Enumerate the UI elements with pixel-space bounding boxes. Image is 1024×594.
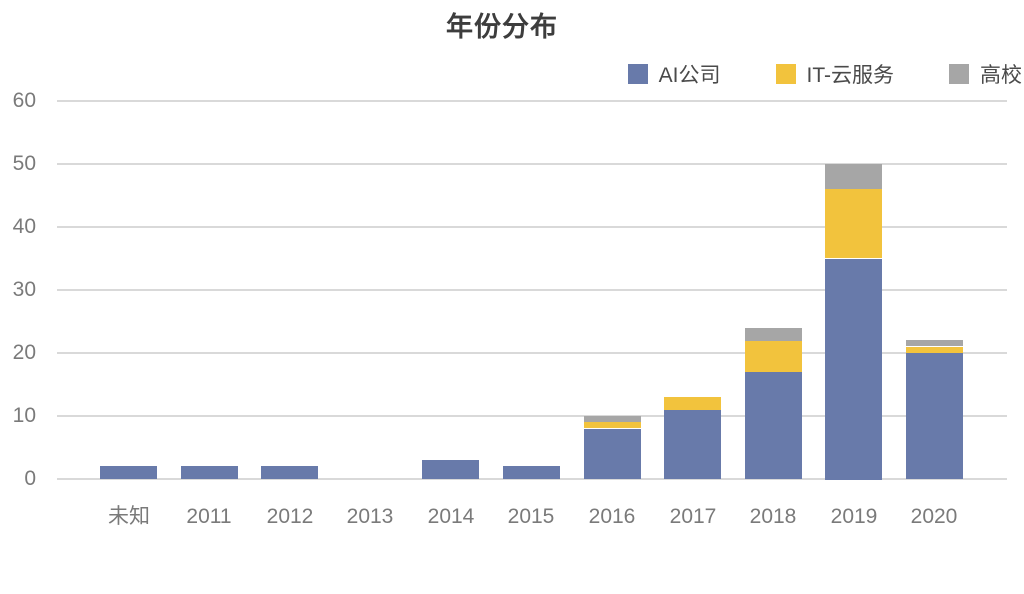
y-axis-tick-label: 0 <box>24 467 36 490</box>
x-axis-label: 2014 <box>427 505 475 528</box>
bar-segment-AI公司-2018 <box>745 372 802 479</box>
legend-label: IT-云服务 <box>806 64 895 87</box>
y-axis-tick-label: 20 <box>12 341 36 364</box>
x-axis-label: 2011 <box>186 505 232 528</box>
legend-swatch-university <box>949 64 969 84</box>
y-axis-tick-label: 40 <box>12 215 36 238</box>
bar-segment-IT-云服务-2020 <box>906 347 963 353</box>
legend-label: 高校 <box>980 64 1022 87</box>
bar-segment-高校-2016 <box>584 416 641 422</box>
x-axis-label: 2013 <box>346 505 394 528</box>
gridline <box>57 415 1007 417</box>
x-axis-label: 2018 <box>749 505 797 528</box>
gridline <box>57 352 1007 354</box>
legend-swatch-ai-company <box>627 64 648 84</box>
x-axis-label: 未知 <box>108 505 150 528</box>
legend-item-ai-company[interactable]: AI公司 <box>627 59 721 89</box>
bar-segment-AI公司-2014 <box>422 460 479 479</box>
bar-segment-IT-云服务-2017 <box>664 397 721 410</box>
bar-segment-AI公司-2019 <box>825 259 882 480</box>
bar-segment-高校-2018 <box>745 328 802 341</box>
y-axis-tick-label: 10 <box>12 404 36 427</box>
bar-segment-IT-云服务-2019 <box>825 189 882 258</box>
y-axis-tick-label: 30 <box>12 278 36 301</box>
bar-segment-AI公司-2011 <box>181 466 238 479</box>
bar-segment-AI公司-2015 <box>503 466 560 479</box>
bar-segment-高校-2020 <box>906 340 963 346</box>
y-axis-tick-label: 60 <box>12 89 36 112</box>
x-axis-label: 2015 <box>507 505 555 528</box>
x-axis-label: 2017 <box>669 505 717 528</box>
gridline <box>57 289 1007 291</box>
gridline <box>57 163 1007 165</box>
gridline <box>57 478 1007 480</box>
y-axis-tick-label: 50 <box>12 152 36 175</box>
gridline <box>57 100 1007 102</box>
bar-segment-AI公司-2016 <box>584 429 641 479</box>
bar-segment-IT-云服务-2016 <box>584 422 641 428</box>
x-axis-label: 2019 <box>830 505 878 528</box>
gridline <box>57 226 1007 228</box>
legend-item-it-cloud[interactable]: IT-云服务 <box>775 59 895 89</box>
bar-segment-AI公司-2012 <box>261 466 318 479</box>
legend-swatch-it-cloud <box>775 64 796 84</box>
chart-legend: AI公司 IT-云服务 高校 <box>573 59 1022 89</box>
bar-segment-AI公司-2020 <box>906 353 963 479</box>
legend-label: AI公司 <box>658 64 721 87</box>
x-axis-label: 2020 <box>910 505 958 528</box>
legend-item-university[interactable]: 高校 <box>949 59 1022 89</box>
x-axis-label: 2012 <box>266 505 314 528</box>
bar-segment-高校-2019 <box>825 164 882 189</box>
bar-segment-IT-云服务-2018 <box>745 340 802 372</box>
chart-title: 年份分布 <box>446 12 558 42</box>
bar-segment-AI公司-2017 <box>664 410 721 479</box>
x-axis-label: 2016 <box>588 505 636 528</box>
bar-segment-AI公司-未知 <box>100 466 157 479</box>
